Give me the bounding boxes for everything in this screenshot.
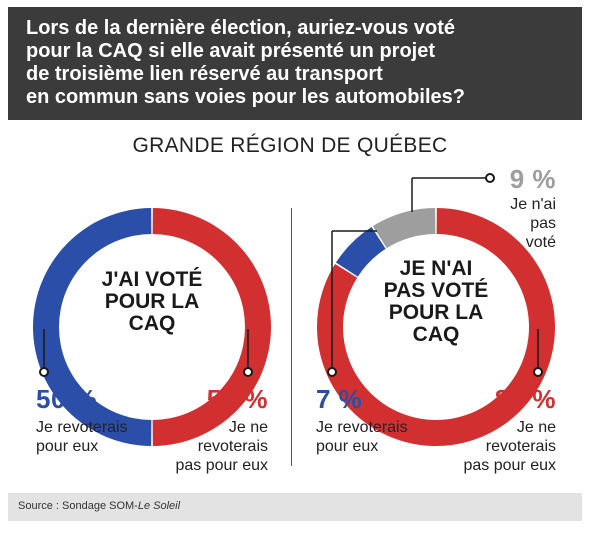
label-line: Je n'ai: [510, 196, 556, 213]
label-line: pour eux: [36, 438, 99, 455]
pct-left-blue: 50 %: [36, 384, 98, 414]
region-subtitle: GRANDE RÉGION DE QUÉBEC: [132, 134, 448, 157]
chart-question-title: Lors de la dernière élection, auriez-vou…: [26, 17, 566, 109]
title-line-2: pour la CAQ si elle avait présenté un pr…: [26, 40, 435, 62]
label-line: Je revoterais: [36, 419, 128, 436]
label-right-gray: Je n'ai pas voté: [476, 195, 556, 252]
source-prefix: Source : Sondage SOM-: [18, 500, 138, 512]
label-line: Je ne: [228, 419, 268, 436]
label-line: pas pour eux: [463, 457, 556, 474]
label-line: pas: [530, 215, 556, 232]
pct-left-red: 50 %: [206, 384, 268, 414]
donut-slice-0: [32, 208, 152, 446]
label-line: Je ne: [516, 419, 556, 436]
center-line: PAS VOTÉ: [383, 279, 489, 302]
section-divider: [291, 208, 292, 466]
label-right-red: Je ne revoterais pas pour eux: [436, 418, 556, 475]
title-line-3: de troisième lien réservé au transport: [26, 63, 383, 85]
center-line: CAQ: [412, 323, 460, 346]
label-line: voté: [525, 234, 556, 251]
label-line: Je revoterais: [316, 419, 408, 436]
leader-dot-left-blue: [39, 367, 49, 377]
donut-chart-voted-caq: [32, 208, 272, 446]
label-line: pas pour eux: [175, 457, 268, 474]
center-line: J'AI VOTÉ: [101, 268, 203, 291]
pct-right-gray: 9 %: [509, 164, 556, 194]
leader-dot-left-red: [243, 367, 253, 377]
donut-slice-1: [335, 226, 386, 277]
label-right-blue: Je revoterais pour eux: [316, 418, 408, 456]
leader-dot-right-blue: [327, 367, 337, 377]
label-left-blue: Je revoterais pour eux: [36, 418, 128, 456]
donut-chart-not-voted-caq: [317, 208, 555, 446]
pct-right-red: 84 %: [494, 384, 556, 414]
center-line: POUR LA: [388, 301, 484, 324]
label-line: pour eux: [316, 438, 379, 455]
center-line: CAQ: [128, 312, 176, 335]
label-left-red: Je ne revoterais pas pour eux: [148, 418, 268, 475]
leader-dot-right-red: [533, 367, 543, 377]
label-line: revoterais: [485, 438, 556, 455]
center-line: JE N'AI: [399, 257, 473, 280]
donut-slice-1: [152, 208, 272, 446]
pct-right-blue: 7 %: [316, 384, 363, 414]
source-text: Source : Sondage SOM-Le Soleil: [18, 500, 180, 512]
leader-dot-right-gray: [485, 173, 495, 183]
donut-slice-2: [372, 208, 436, 249]
title-line-1: Lors de la dernière élection, auriez-vou…: [26, 17, 456, 39]
donut-center-label-not-voted: JE N'AI PAS VOTÉ POUR LA CAQ: [366, 258, 506, 346]
source-publication: Le Soleil: [137, 500, 181, 512]
donut-center-label-voted: J'AI VOTÉ POUR LA CAQ: [82, 269, 222, 335]
header-banner: Lors de la dernière élection, auriez-vou…: [8, 7, 582, 120]
title-line-4: en commun sans voies pour les automobile…: [26, 86, 465, 108]
center-line: POUR LA: [104, 290, 200, 313]
label-line: revoterais: [197, 438, 268, 455]
source-footer: Source : Sondage SOM-Le Soleil: [8, 493, 582, 521]
